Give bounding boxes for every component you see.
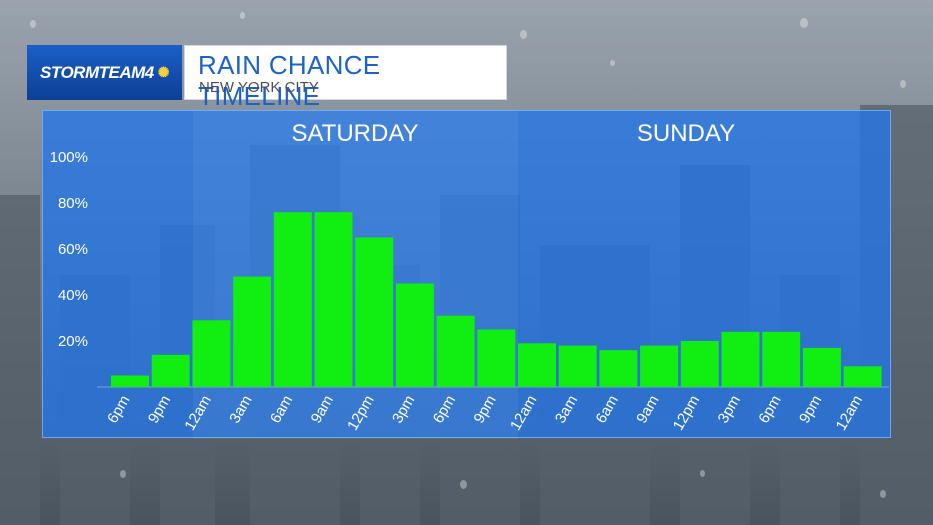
bar-7 [395, 283, 434, 387]
bar-2 [192, 320, 231, 387]
bar-17 [802, 347, 841, 387]
chart-subtitle: NEW YORK CITY [199, 79, 319, 96]
day-label-saturday: SATURDAY [291, 120, 418, 147]
x-tick-label: 6am [593, 393, 622, 427]
bar-8 [436, 315, 475, 387]
rain-chance-chart: SATURDAY SUNDAY 20% 40% 60% 80% 100% 6pm 9pm 1… [50, 111, 889, 439]
bar-0 [111, 375, 149, 387]
x-tick-label: 9pm [796, 393, 825, 427]
day-label-sunday: SUNDAY [637, 120, 735, 147]
y-tick-label: 100% [50, 149, 88, 166]
bar-4 [273, 212, 312, 387]
chart-title: RAIN CHANCE TIMELINE [198, 50, 381, 111]
logo-text: STORMTEAM4 [40, 62, 154, 82]
x-tick-label: 6pm [104, 393, 133, 427]
bar-12 [599, 350, 638, 387]
x-tick-label: 9am [633, 393, 662, 427]
bar-1 [151, 354, 190, 387]
chart-panel: SATURDAY SUNDAY 20% 40% 60% 80% 100% 6pm 9pm 1… [42, 110, 891, 439]
y-tick-label: 20% [58, 333, 88, 350]
bar-18 [843, 366, 882, 387]
x-tick-label: 6pm [755, 393, 784, 427]
bar-9 [477, 329, 516, 387]
bar-11 [558, 345, 597, 387]
x-tick-label: 3pm [715, 393, 744, 427]
bar-5 [314, 212, 353, 387]
bar-14 [680, 341, 719, 387]
y-tick-label: 60% [58, 241, 88, 258]
bar-16 [762, 331, 801, 387]
bar-10 [518, 343, 556, 387]
peacock-icon: ✺ [157, 64, 170, 80]
bar-13 [640, 345, 679, 387]
title-card: RAIN CHANCE TIMELINE NEW YORK CITY [184, 45, 507, 111]
x-tick-label: 12pm [670, 393, 703, 434]
stormteam4-logo: STORMTEAM4 ✺ [27, 45, 182, 100]
bar-6 [355, 237, 394, 387]
x-tick-label: 9pm [145, 393, 174, 427]
bar-15 [721, 331, 760, 387]
bar-3 [233, 276, 272, 387]
y-tick-label: 80% [58, 195, 88, 212]
x-tick-label: 3am [552, 393, 581, 427]
y-tick-label: 40% [58, 287, 88, 304]
x-tick-label: 12am [833, 393, 866, 434]
